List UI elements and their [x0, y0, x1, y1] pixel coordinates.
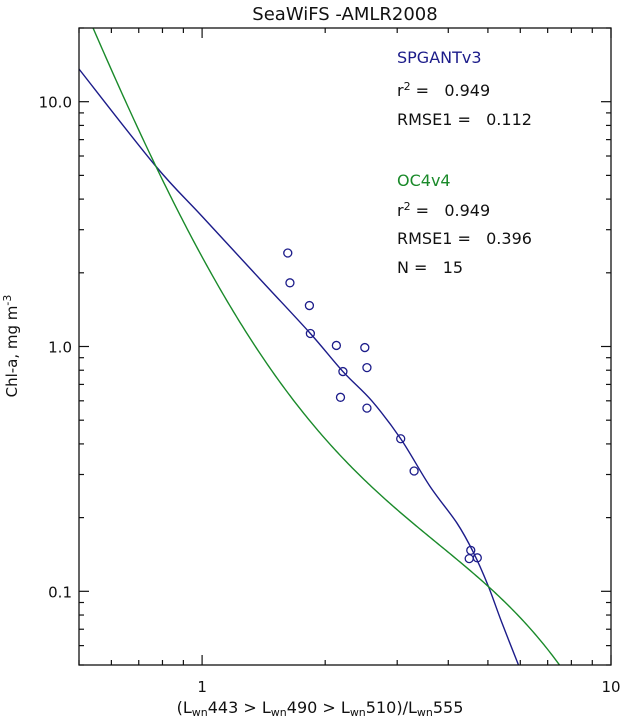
- data-point: [362, 362, 372, 373]
- chart-title: SeaWiFS -AMLR2008: [252, 4, 437, 25]
- scatter-points: [283, 248, 482, 564]
- tick-labels: 1 10 0.1 1.0 10.0: [39, 94, 621, 696]
- x-axis-label: (Lwn443 > Lwn490 > Lwn510)/Lwn555: [177, 698, 464, 719]
- y-axis-label-main: Chl-a, mg m: [3, 306, 21, 398]
- x-tick-label: 10: [601, 678, 620, 696]
- data-point: [283, 248, 293, 258]
- plot-frame: [78, 27, 612, 666]
- data-point: [362, 403, 372, 413]
- legend-oc4-name: OC4v4: [397, 171, 451, 190]
- data-point: [360, 342, 370, 353]
- data-point: [396, 434, 406, 444]
- data-point: [338, 366, 348, 377]
- legend-spgant-r2: r2 = 0.949: [397, 80, 490, 100]
- legend-spgant-name: SPGANTv3: [397, 48, 482, 67]
- data-point: [335, 392, 346, 402]
- oc4v4-curve: [92, 28, 561, 665]
- curves: [79, 28, 561, 665]
- legend-oc4-r2: r2 = 0.949: [397, 200, 490, 220]
- legend-n: N = 15: [397, 258, 463, 277]
- legend-spgant-rmse: RMSE1 = 0.112: [397, 110, 532, 129]
- y-tick-label: 0.1: [48, 583, 72, 601]
- data-point: [464, 553, 474, 564]
- data-point: [304, 300, 315, 311]
- spgantv3-curve: [79, 68, 520, 665]
- data-point: [305, 328, 316, 339]
- data-point: [331, 340, 342, 351]
- x-tick-label: 1: [197, 678, 207, 696]
- legend-oc4-rmse: RMSE1 = 0.396: [397, 229, 532, 248]
- y-axis-label: Chl-a, mg m-3: [1, 295, 21, 398]
- data-point: [285, 278, 295, 288]
- legend: SPGANTv3 r2 = 0.949 RMSE1 = 0.112 OC4v4 …: [397, 48, 532, 277]
- y-axis-label-sup: -3: [1, 295, 14, 306]
- y-tick-label: 1.0: [48, 339, 72, 357]
- data-point: [472, 553, 482, 563]
- y-tick-label: 10.0: [39, 94, 72, 112]
- axis-ticks: [78, 27, 612, 666]
- data-point: [409, 466, 419, 476]
